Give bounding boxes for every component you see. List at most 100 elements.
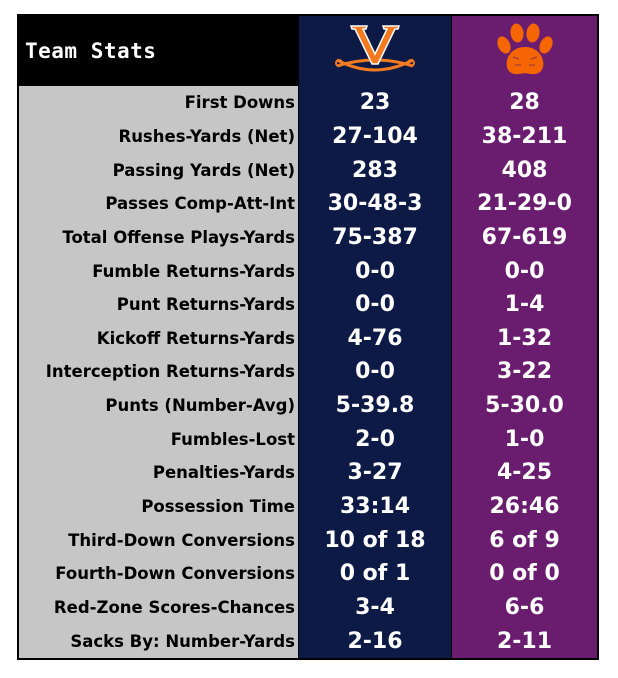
clemson-stat-row: 1-0 — [452, 422, 597, 456]
stat-label-row: Penalties-Yards — [19, 456, 298, 490]
virginia-stat-row: 0-0 — [299, 254, 451, 288]
clemson-paw-icon — [496, 23, 553, 75]
virginia-stat-value: 30-48-3 — [327, 191, 423, 217]
virginia-stat-row: 283 — [299, 153, 451, 187]
stat-label: Fumble Returns-Yards — [92, 261, 295, 281]
clemson-stat-value: 3-22 — [496, 359, 553, 385]
stat-label-row: Fumbles-Lost — [19, 422, 298, 456]
virginia-stat-value: 2-0 — [355, 426, 395, 452]
virginia-stat-value: 3-27 — [347, 460, 403, 486]
clemson-stat-row: 21-29-0 — [452, 187, 597, 221]
clemson-stat-row: 0-0 — [452, 254, 597, 288]
clemson-stat-row: 4-25 — [452, 456, 597, 490]
stat-label-row: Punts (Number-Avg) — [19, 389, 298, 423]
stat-label: Sacks By: Number-Yards — [70, 631, 295, 651]
label-rows: First Downs Rushes-Yards (Net) Passing Yar… — [19, 86, 298, 658]
clemson-stat-row: 1-4 — [452, 288, 597, 322]
clemson-stat-row: 1-32 — [452, 321, 597, 355]
clemson-stat-value: 408 — [501, 157, 548, 183]
clemson-stat-row: 3-22 — [452, 355, 597, 389]
clemson-stat-row: 67-619 — [452, 221, 597, 255]
clemson-stat-row: 26:46 — [452, 490, 597, 524]
virginia-stat-row: 3-27 — [299, 456, 451, 490]
virginia-stat-row: 0-0 — [299, 355, 451, 389]
clemson-stat-value: 38-211 — [481, 123, 568, 149]
clemson-stat-row: 5-30.0 — [452, 389, 597, 423]
stat-label: Passing Yards (Net) — [112, 160, 295, 180]
team-stats-table: Team Stats First Downs Rushes-Yards (Net)… — [17, 14, 599, 660]
virginia-stat-value: 0-0 — [355, 359, 395, 385]
virginia-stat-value: 27-104 — [332, 123, 418, 149]
virginia-stat-value: 23 — [359, 90, 391, 116]
stat-label: Punt Returns-Yards — [116, 295, 295, 315]
clemson-stat-value: 6-6 — [504, 594, 545, 620]
virginia-stat-row: 75-387 — [299, 221, 451, 255]
clemson-stat-value: 2-11 — [496, 628, 553, 654]
virginia-stat-row: 0-0 — [299, 288, 451, 322]
clemson-stat-row: 6-6 — [452, 591, 597, 625]
clemson-stat-row: 408 — [452, 153, 597, 187]
clemson-stat-value: 4-25 — [496, 460, 553, 486]
stat-label: Rushes-Yards (Net) — [118, 126, 295, 146]
stat-label-row: Third-Down Conversions — [19, 523, 298, 557]
virginia-stat-value: 3-4 — [355, 594, 395, 620]
stat-label: Interception Returns-Yards — [45, 362, 295, 382]
clemson-stat-value: 21-29-0 — [477, 191, 572, 217]
title-cell: Team Stats — [19, 16, 298, 86]
stat-label-row: Punt Returns-Yards — [19, 288, 298, 322]
virginia-stat-value: 4-76 — [347, 325, 403, 351]
clemson-stat-value: 6 of 9 — [489, 527, 560, 553]
virginia-stat-value: 33:14 — [339, 494, 411, 519]
stat-label-row: Kickoff Returns-Yards — [19, 321, 298, 355]
stat-label: First Downs — [184, 93, 295, 113]
stat-label: Red-Zone Scores-Chances — [53, 597, 295, 617]
virginia-v-sabres-icon — [335, 25, 415, 72]
virginia-stat-row: 0 of 1 — [299, 557, 451, 591]
clemson-logo-cell — [452, 16, 597, 86]
stat-label-row: Passing Yards (Net) — [19, 153, 298, 187]
clemson-stat-value: 5-30.0 — [485, 393, 564, 419]
stat-label-row: Red-Zone Scores-Chances — [19, 591, 298, 625]
clemson-stat-row: 6 of 9 — [452, 523, 597, 557]
clemson-stat-value: 0-0 — [504, 258, 545, 284]
virginia-stat-row: 23 — [299, 86, 451, 120]
virginia-column: 23 27-104 283 30-48-3 75-387 0-0 0-0 4-76 0-0 5-3… — [298, 16, 451, 658]
virginia-stat-row: 2-0 — [299, 422, 451, 456]
virginia-stat-row: 3-4 — [299, 591, 451, 625]
clemson-stat-row: 28 — [452, 86, 597, 120]
virginia-stat-row: 4-76 — [299, 321, 451, 355]
stat-label: Passes Comp-Att-Int — [105, 194, 295, 214]
stat-label-row: Rushes-Yards (Net) — [19, 120, 298, 154]
virginia-stat-value: 2-16 — [347, 628, 403, 654]
virginia-stat-row: 2-16 — [299, 624, 451, 658]
clemson-stat-value: 26:46 — [489, 494, 560, 519]
clemson-stat-row: 2-11 — [452, 624, 597, 658]
stat-label-row: Total Offense Plays-Yards — [19, 221, 298, 255]
clemson-stat-value: 28 — [509, 90, 540, 116]
page-title: Team Stats — [25, 39, 157, 63]
stat-label: Kickoff Returns-Yards — [96, 328, 295, 348]
stat-label-row: Fumble Returns-Yards — [19, 254, 298, 288]
virginia-logo-cell — [299, 16, 451, 86]
stat-label-row: Interception Returns-Yards — [19, 355, 298, 389]
stat-label-row: Fourth-Down Conversions — [19, 557, 298, 591]
clemson-stat-value: 1-32 — [496, 325, 553, 351]
stat-label: Total Offense Plays-Yards — [62, 227, 295, 247]
stat-label-row: Possession Time — [19, 490, 298, 524]
virginia-stat-row: 5-39.8 — [299, 389, 451, 423]
virginia-stat-row: 10 of 18 — [299, 523, 451, 557]
virginia-rows: 23 27-104 283 30-48-3 75-387 0-0 0-0 4-76 0-0 5-3… — [299, 86, 451, 658]
clemson-column: 28 38-211 408 21-29-0 67-619 0-0 1-4 1-32 3-22 5-… — [451, 16, 597, 658]
virginia-stat-value: 0-0 — [355, 258, 395, 284]
clemson-stat-value: 1-0 — [504, 426, 545, 452]
virginia-stat-value: 283 — [352, 157, 398, 183]
stat-label: Penalties-Yards — [152, 463, 295, 483]
virginia-stat-row: 33:14 — [299, 490, 451, 524]
stat-label: Possession Time — [141, 497, 295, 516]
clemson-stat-row: 38-211 — [452, 120, 597, 154]
stat-label: Third-Down Conversions — [68, 530, 295, 550]
stat-label-row: Passes Comp-Att-Int — [19, 187, 298, 221]
virginia-stat-value: 5-39.8 — [335, 393, 415, 419]
virginia-stat-value: 75-387 — [332, 224, 418, 250]
stat-label: Fourth-Down Conversions — [55, 564, 295, 584]
